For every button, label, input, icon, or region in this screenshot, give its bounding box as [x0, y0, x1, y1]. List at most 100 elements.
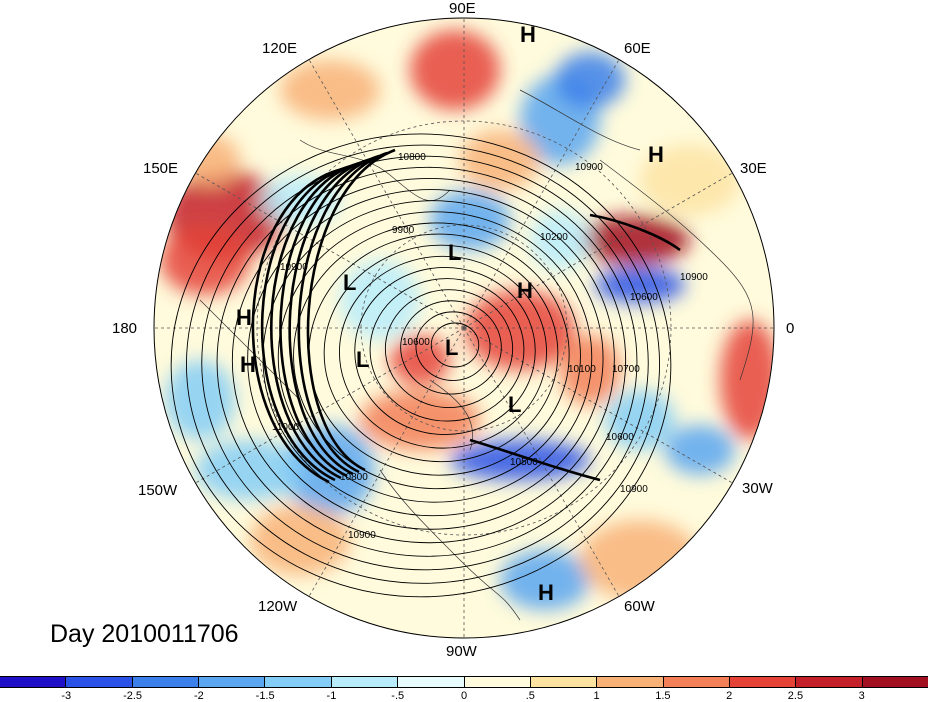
meridian — [195, 327, 465, 484]
pressure-center-H: H — [236, 305, 252, 330]
contour-label: 9900 — [392, 225, 415, 236]
longitude-label: 0 — [786, 320, 795, 337]
contour-label: 10800 — [340, 472, 368, 483]
jet-contour — [306, 148, 396, 472]
pressure-center-H: H — [240, 352, 256, 377]
colorbar-swatch — [729, 677, 797, 687]
meridian — [463, 327, 620, 597]
contour-label: 10600 — [606, 432, 634, 443]
colorbar-ticks: -3 -2.5 -2 -1.5 -1 -.5 0 .5 1 1.5 2 2.5 3 — [0, 690, 928, 702]
colorbar-tick-label: .5 — [525, 690, 535, 702]
pressure-center-L: L — [445, 335, 458, 360]
colorbar-tick-label: 3 — [858, 690, 865, 702]
colorbar-swatch — [0, 677, 67, 687]
colorbar-tick-label: 1 — [593, 690, 600, 702]
longitude-label: 150E — [143, 160, 179, 177]
anomaly-blob — [500, 550, 590, 610]
colorbar-swatch — [796, 677, 863, 687]
anomaly-blob — [165, 360, 235, 440]
anomaly-blob — [580, 215, 690, 265]
jet-contour — [270, 160, 364, 480]
pressure-center-H: H — [520, 22, 536, 47]
longitude-label: 30E — [740, 160, 767, 177]
height-contour — [415, 311, 491, 381]
colorbar-tick-label: -1.5 — [255, 690, 275, 702]
longitude-label: 60E — [624, 40, 651, 57]
contour-label: 10100 — [568, 364, 596, 375]
jet-contour — [279, 157, 372, 478]
colorbar-swatch — [862, 677, 928, 687]
meridian — [463, 59, 620, 329]
height-contour — [384, 289, 514, 409]
colorbar-tick-label: -1 — [326, 690, 337, 702]
height-contour — [293, 222, 581, 490]
height-contour — [247, 189, 615, 530]
pressure-center-H: H — [517, 278, 533, 303]
anomaly-blob — [280, 60, 380, 120]
contour-label: 10700 — [612, 364, 640, 375]
colorbar-tick-label: -.5 — [391, 690, 405, 702]
polar-map: 10800 9900 10200 10900 10100 10700 10600 10500 1… — [153, 17, 775, 639]
anomaly-blob — [595, 267, 685, 303]
coastline — [599, 159, 754, 381]
anomaly-blob — [465, 290, 575, 370]
colorbar-swatch — [132, 677, 200, 687]
anomaly-blob — [250, 505, 350, 575]
colorbar-tick-label: 0 — [460, 690, 468, 702]
colorbar-swatch — [398, 677, 465, 687]
anomaly-blob — [560, 335, 620, 405]
longitude-label: 150W — [138, 482, 178, 499]
longitude-label: 90E — [449, 0, 476, 17]
height-contour — [201, 155, 649, 571]
jet-contour — [589, 213, 681, 252]
anomaly-blob — [665, 425, 735, 475]
colorbar-tick-label: -2 — [193, 690, 204, 702]
coastline — [379, 469, 521, 621]
anomaly-blob — [720, 320, 774, 440]
contour-label: 11000 — [272, 422, 300, 433]
contour-label: 10900 — [348, 530, 376, 541]
height-contour — [430, 322, 480, 368]
anomaly-blob — [640, 145, 740, 215]
anomaly-blob — [285, 425, 375, 515]
height-contours — [170, 133, 681, 598]
pressure-center-H: H — [648, 142, 664, 167]
jet-contour — [297, 151, 388, 474]
anomaly-blob — [410, 30, 500, 110]
height-contour — [400, 300, 502, 395]
colorbar-swatch — [66, 677, 133, 687]
height-contour — [216, 166, 638, 557]
meridian — [463, 172, 733, 329]
pressure-center-L: L — [508, 392, 521, 417]
pressure-center-L: L — [343, 270, 356, 295]
height-contour — [170, 133, 672, 598]
anomaly-blob — [530, 210, 590, 270]
contour-label: 10600 — [402, 337, 430, 348]
longitude-label: 180 — [112, 320, 138, 337]
coastline — [519, 89, 641, 151]
pressure-center-L: L — [356, 347, 369, 372]
anomaly-blob — [460, 130, 540, 190]
colorbar-swatch — [597, 677, 664, 687]
colorbar-tick-label: -3 — [61, 690, 72, 702]
colorbar-swatch — [530, 677, 598, 687]
colorbar-tick-label: 2.5 — [787, 690, 804, 702]
colorbar-tick-label: -2.5 — [123, 690, 143, 702]
pressure-center-L: L — [448, 240, 461, 265]
meridian — [463, 327, 733, 484]
anomaly-blob — [160, 225, 250, 295]
anomaly-blob — [195, 440, 305, 500]
colorbar — [0, 676, 928, 688]
anomaly-blob — [390, 335, 450, 385]
jet-contour — [469, 438, 601, 482]
longitude-label: 30W — [742, 480, 773, 497]
height-contour — [185, 144, 661, 584]
anomaly-blob — [555, 52, 625, 108]
colorbar-swatch — [199, 677, 266, 687]
jet-contour — [288, 154, 380, 476]
contour-label: 10800 — [398, 152, 426, 163]
height-contour — [323, 244, 559, 463]
pressure-center-H: H — [538, 580, 554, 605]
height-contour — [231, 177, 627, 544]
